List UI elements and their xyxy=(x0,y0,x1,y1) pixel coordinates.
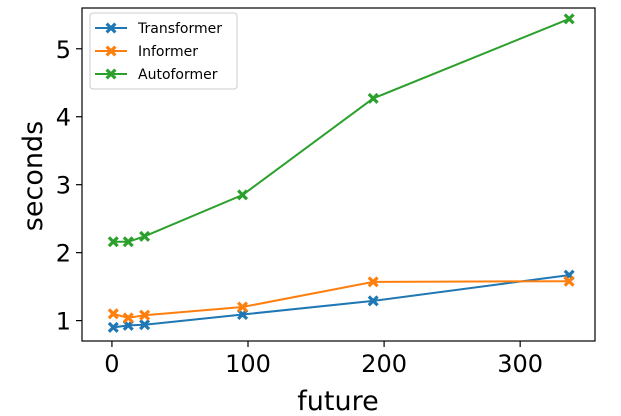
data-point xyxy=(107,236,119,248)
series-informer xyxy=(107,275,575,324)
data-point xyxy=(105,45,117,57)
data-point xyxy=(107,308,119,320)
data-point xyxy=(367,276,379,288)
legend-box xyxy=(89,12,238,90)
data-point xyxy=(122,236,134,248)
data-point xyxy=(237,308,249,321)
x-tick-label: 300 xyxy=(497,350,543,378)
x-tick-label: 200 xyxy=(361,350,407,378)
data-point xyxy=(563,275,575,287)
data-point xyxy=(105,22,117,34)
data-point xyxy=(139,319,151,331)
x-axis-ticks: 0 100 200 300 xyxy=(104,341,543,378)
x-axis-label: future xyxy=(297,386,378,416)
y-tick-label: 4 xyxy=(56,104,71,132)
series-line-transformer xyxy=(113,274,570,329)
legend-label: Transformer xyxy=(137,21,222,37)
series-transformer xyxy=(107,269,575,333)
data-point xyxy=(237,189,249,201)
y-tick-label: 5 xyxy=(56,36,71,64)
legend: Transformer Informer Autoformer xyxy=(89,12,238,90)
legend-label: Informer xyxy=(138,44,198,60)
y-axis-label: seconds xyxy=(18,121,49,231)
data-point xyxy=(139,230,151,242)
plot-frame xyxy=(81,7,596,342)
y-tick-label: 2 xyxy=(56,240,71,268)
series-line-informer xyxy=(113,280,570,319)
y-tick-label: 1 xyxy=(56,308,71,336)
data-point xyxy=(563,13,575,25)
legend-item-autoformer: Autoformer xyxy=(95,67,218,83)
data-point xyxy=(107,321,119,333)
x-tick-label: 0 xyxy=(104,350,119,378)
data-point xyxy=(237,301,249,313)
series-autoformer xyxy=(107,13,575,248)
data-point xyxy=(105,68,117,80)
y-axis-ticks: 1 2 3 4 5 xyxy=(56,36,82,336)
data-point xyxy=(139,309,151,321)
series-layer xyxy=(107,13,575,333)
legend-label: Autoformer xyxy=(138,67,218,83)
data-point xyxy=(122,312,134,324)
data-point xyxy=(367,92,379,104)
data-point xyxy=(367,295,379,307)
x-tick-label: 100 xyxy=(225,350,271,378)
legend-item-transformer: Transformer xyxy=(95,21,222,37)
data-point xyxy=(122,319,134,331)
legend-item-informer: Informer xyxy=(95,44,198,60)
y-tick-label: 3 xyxy=(56,172,71,200)
series-line-autoformer xyxy=(113,17,570,243)
